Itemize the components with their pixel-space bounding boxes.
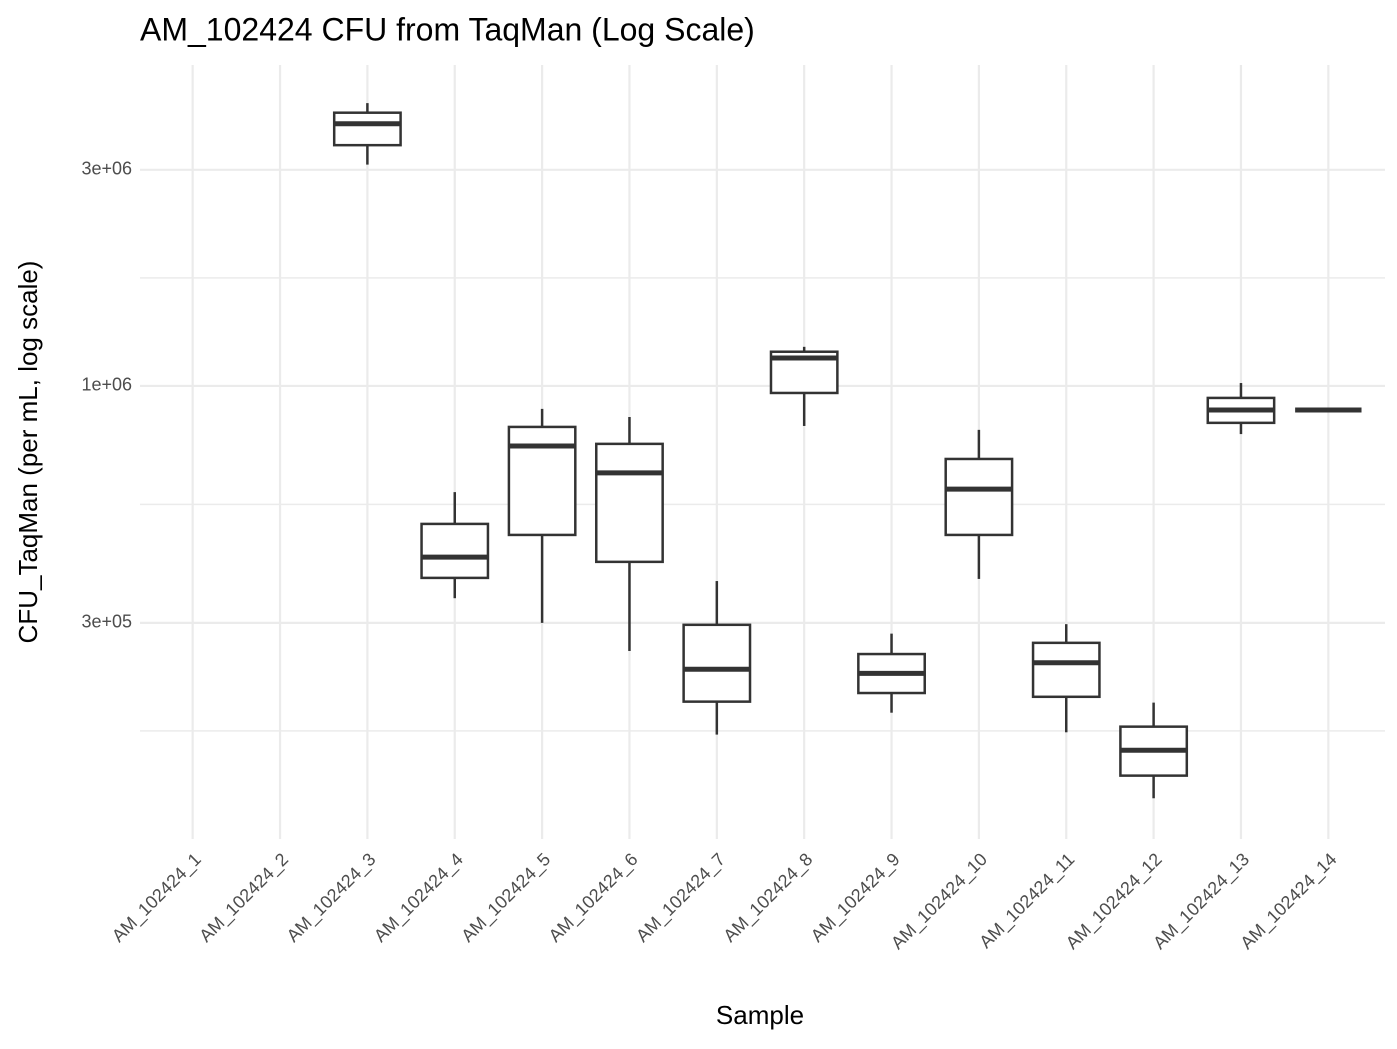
- box: [595, 442, 664, 564]
- x-axis-title: Sample: [716, 1000, 804, 1030]
- x-tick-label: AM_102424_5: [457, 849, 555, 947]
- x-tick-label: AM_102424_1: [108, 849, 206, 947]
- box: [420, 522, 490, 580]
- x-tick-label: AM_102424_3: [283, 849, 381, 947]
- chart-title: AM_102424 CFU from TaqMan (Log Scale): [140, 11, 755, 47]
- box: [507, 425, 577, 537]
- x-tick-label: AM_102424_4: [370, 849, 468, 947]
- x-tick-label: AM_102424_2: [195, 849, 293, 947]
- x-tick-label: AM_102424_8: [719, 849, 817, 947]
- y-tick-label: 3e+05: [81, 612, 132, 632]
- x-tick-label: AM_102424_7: [632, 849, 730, 947]
- x-tick-label: AM_102424_9: [807, 849, 905, 947]
- x-tick-label: AM_102424_6: [545, 849, 643, 947]
- y-axis-title: CFU_TaqMan (per mL, log scale): [13, 261, 43, 644]
- box: [332, 111, 402, 147]
- box: [944, 457, 1014, 537]
- y-tick-label: 3e+06: [81, 159, 132, 179]
- grid: [140, 65, 1385, 839]
- y-tick-label: 1e+06: [81, 375, 132, 395]
- box: [682, 623, 752, 703]
- box: [1031, 641, 1101, 699]
- x-tick-label: AM_102424_14: [1236, 849, 1341, 954]
